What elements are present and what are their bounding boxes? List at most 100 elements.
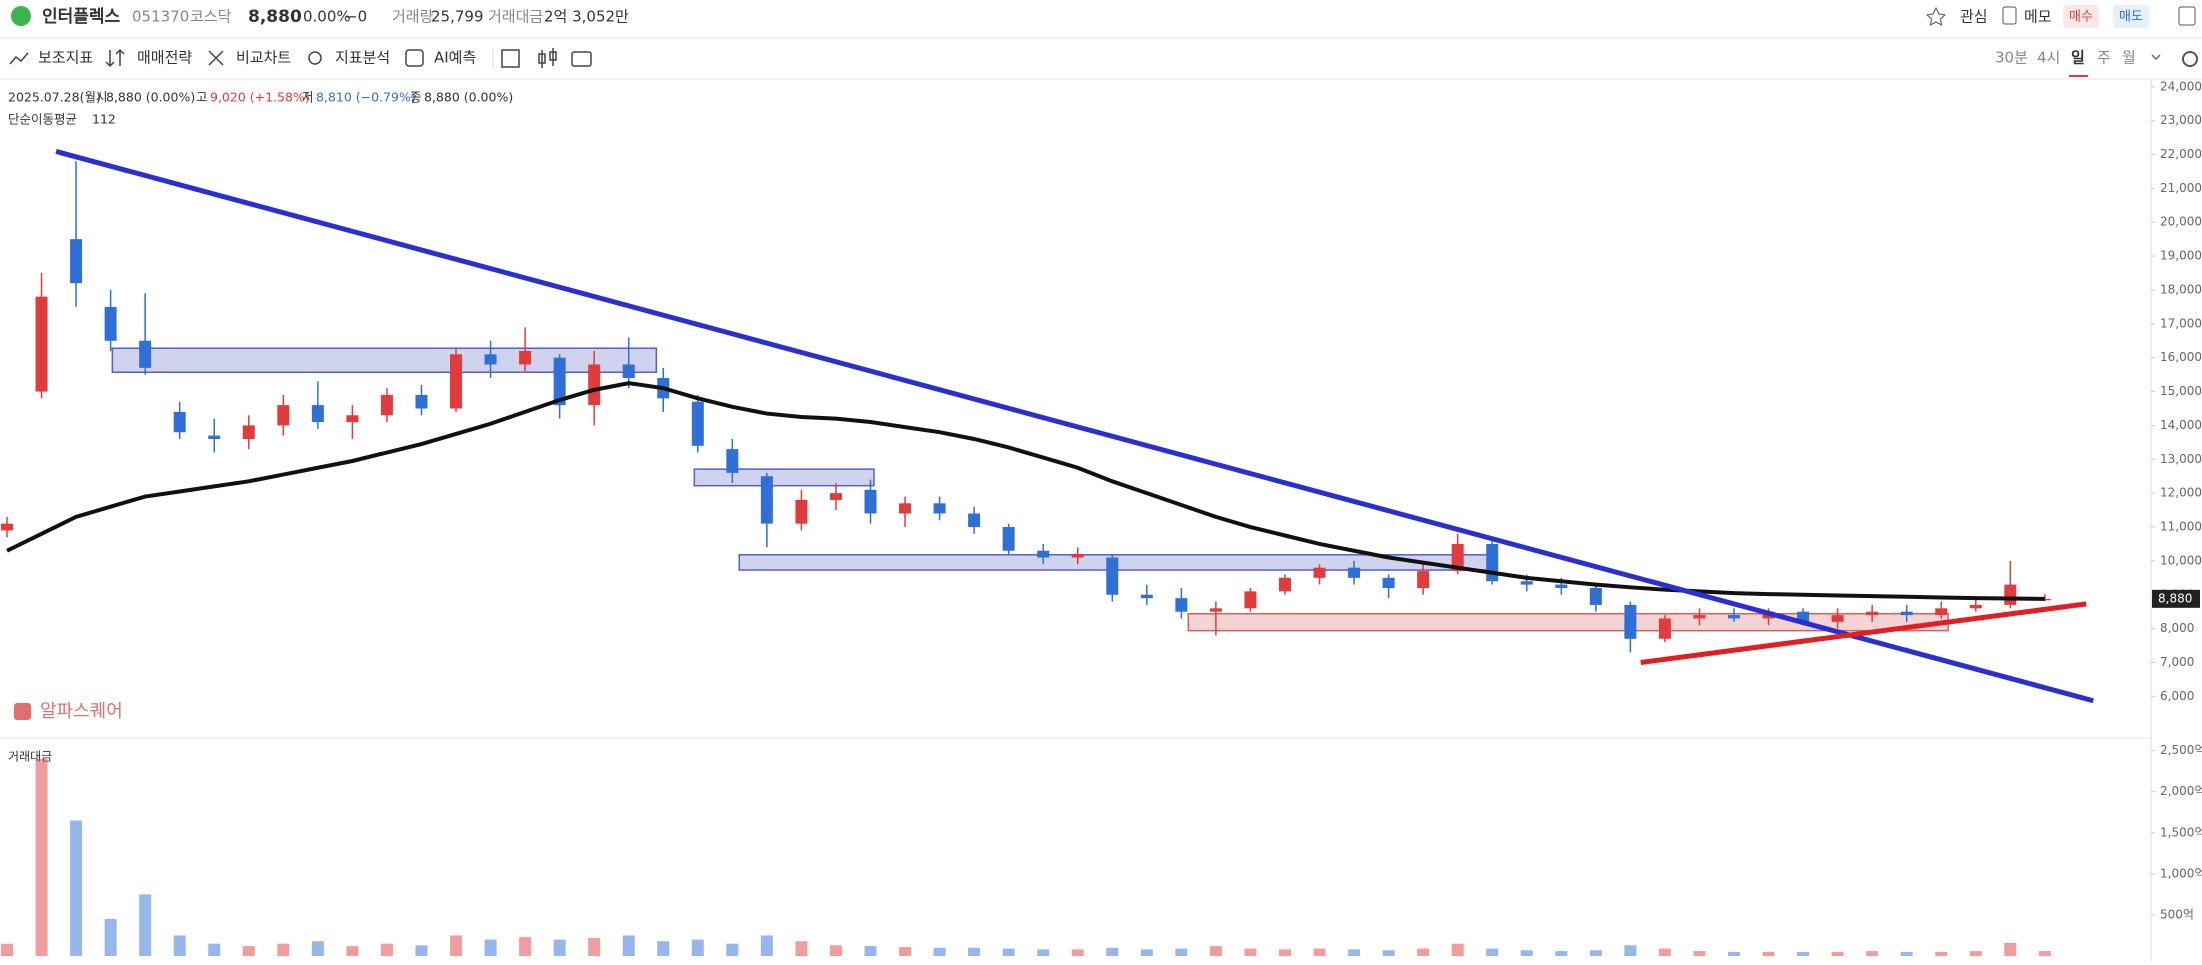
buy-bg [2063,5,2099,28]
volume-bar [1658,948,1671,956]
square-tool[interactable] [501,49,520,68]
last-price-label: 8,880 [2158,591,2192,605]
volume-bar [1002,948,1015,956]
volume-bar [1797,951,1810,956]
volume-bar [242,946,255,956]
candle-body [1175,598,1188,612]
trendline [55,149,2094,704]
volume-bar [519,937,532,956]
memo-button[interactable]: 메모 [2024,8,2052,26]
candle-body [1037,550,1050,558]
volume-bar [1900,951,1913,956]
volume-bar [2004,942,2017,956]
watch-button[interactable]: 관심 [1960,8,1988,26]
volume-bar [933,947,946,956]
tool[interactable]: AI예측 [434,49,476,67]
candle-body [242,425,255,439]
y-tick-label: 21,000 [2160,181,2202,195]
candle-body [1382,577,1395,588]
volume-bar [1866,951,1879,956]
candle-body [208,435,221,439]
candle-body [2004,584,2017,605]
volume-bar [1071,949,1084,956]
info-label: 저 [302,90,314,105]
volume-bar [622,935,635,956]
change-pct: 0.00% [303,8,351,26]
volume-bar [415,945,428,956]
settings-icon[interactable] [2182,51,2198,67]
info-label: 고 [196,90,208,105]
stock-name: 인터플렉스 [42,7,121,27]
tool[interactable]: 비교차트 [236,49,291,67]
y-tick-label: 7,000 [2160,655,2194,669]
volume-bar [1,943,13,956]
period[interactable]: 주 [2097,49,2111,67]
volume-bar [346,946,359,956]
volume-bar [1728,951,1740,956]
y-tick-label: 13,000 [2160,452,2202,466]
candle-body [35,296,48,392]
volume-bar [1244,948,1257,956]
candle-body [1348,567,1361,578]
tool[interactable]: 매매전략 [137,49,192,67]
candle-body [1658,618,1671,639]
volume-tick-label: 2,000억 [2160,784,2202,798]
volume-bar [726,943,739,956]
volume-bar [1693,951,1706,956]
candle-body [1486,543,1499,582]
volume-bar [1348,949,1361,956]
volume-bar [968,947,981,956]
tool-icon [308,51,322,65]
period-active[interactable]: 일 [2071,49,2085,67]
volume-bar [1140,949,1153,956]
volume-bar [1969,951,1982,956]
y-tick-label: 12,000 [2160,486,2202,500]
watermark: 알파스퀘어 [40,701,123,722]
candle-body [1071,554,1084,558]
memo-icon [2002,6,2017,25]
candle-body [1002,527,1015,551]
candle-body [1520,581,1533,585]
candle-body [726,449,739,473]
tool[interactable]: 지표분석 [335,49,390,67]
amount: 2억 3,052만 [544,8,629,26]
period[interactable]: 월 [2122,49,2136,67]
candle-tool[interactable] [538,48,557,68]
trendline [1640,601,2087,665]
volume-bar [1486,948,1499,956]
y-tick-label: 19,000 [2160,249,2202,263]
period[interactable]: 4시 [2037,49,2060,67]
volume-bar [899,946,912,956]
candle-body [1106,557,1119,595]
candle-body [1935,608,1948,616]
volume-bar [1451,943,1464,956]
last-price-box [2152,589,2200,608]
volume-bar [1589,950,1602,956]
info-value: 8,810 (−0.79%) [316,90,416,105]
buy-button[interactable]: 매수 [2069,10,2093,25]
period[interactable]: 30분 [1995,49,2028,67]
volume-bar [277,943,290,956]
volume-bar [1209,946,1222,956]
chevron[interactable] [2151,54,2161,61]
candle-body [450,354,463,409]
ma-label: 단순이동평균 [8,112,77,127]
volume-label: 거래량 [392,8,434,26]
candle-body [1313,567,1326,578]
candle-body [277,405,290,426]
candle-body [553,357,566,406]
candle-body [1589,587,1602,605]
panel-icon[interactable] [2178,6,2196,26]
volume: 25,799 [431,8,484,26]
camera-tool[interactable] [571,51,592,67]
volume-bar [553,939,566,956]
volume-bar [139,894,152,956]
tool[interactable]: 보조지표 [38,49,93,67]
candle-body [1866,611,1879,616]
sell-button[interactable]: 매도 [2119,10,2143,25]
ma-period: 112 [92,112,116,127]
volume-tick-label: 2,500억 [2160,743,2202,757]
volume-bar [864,946,877,956]
candle-body [864,489,877,514]
